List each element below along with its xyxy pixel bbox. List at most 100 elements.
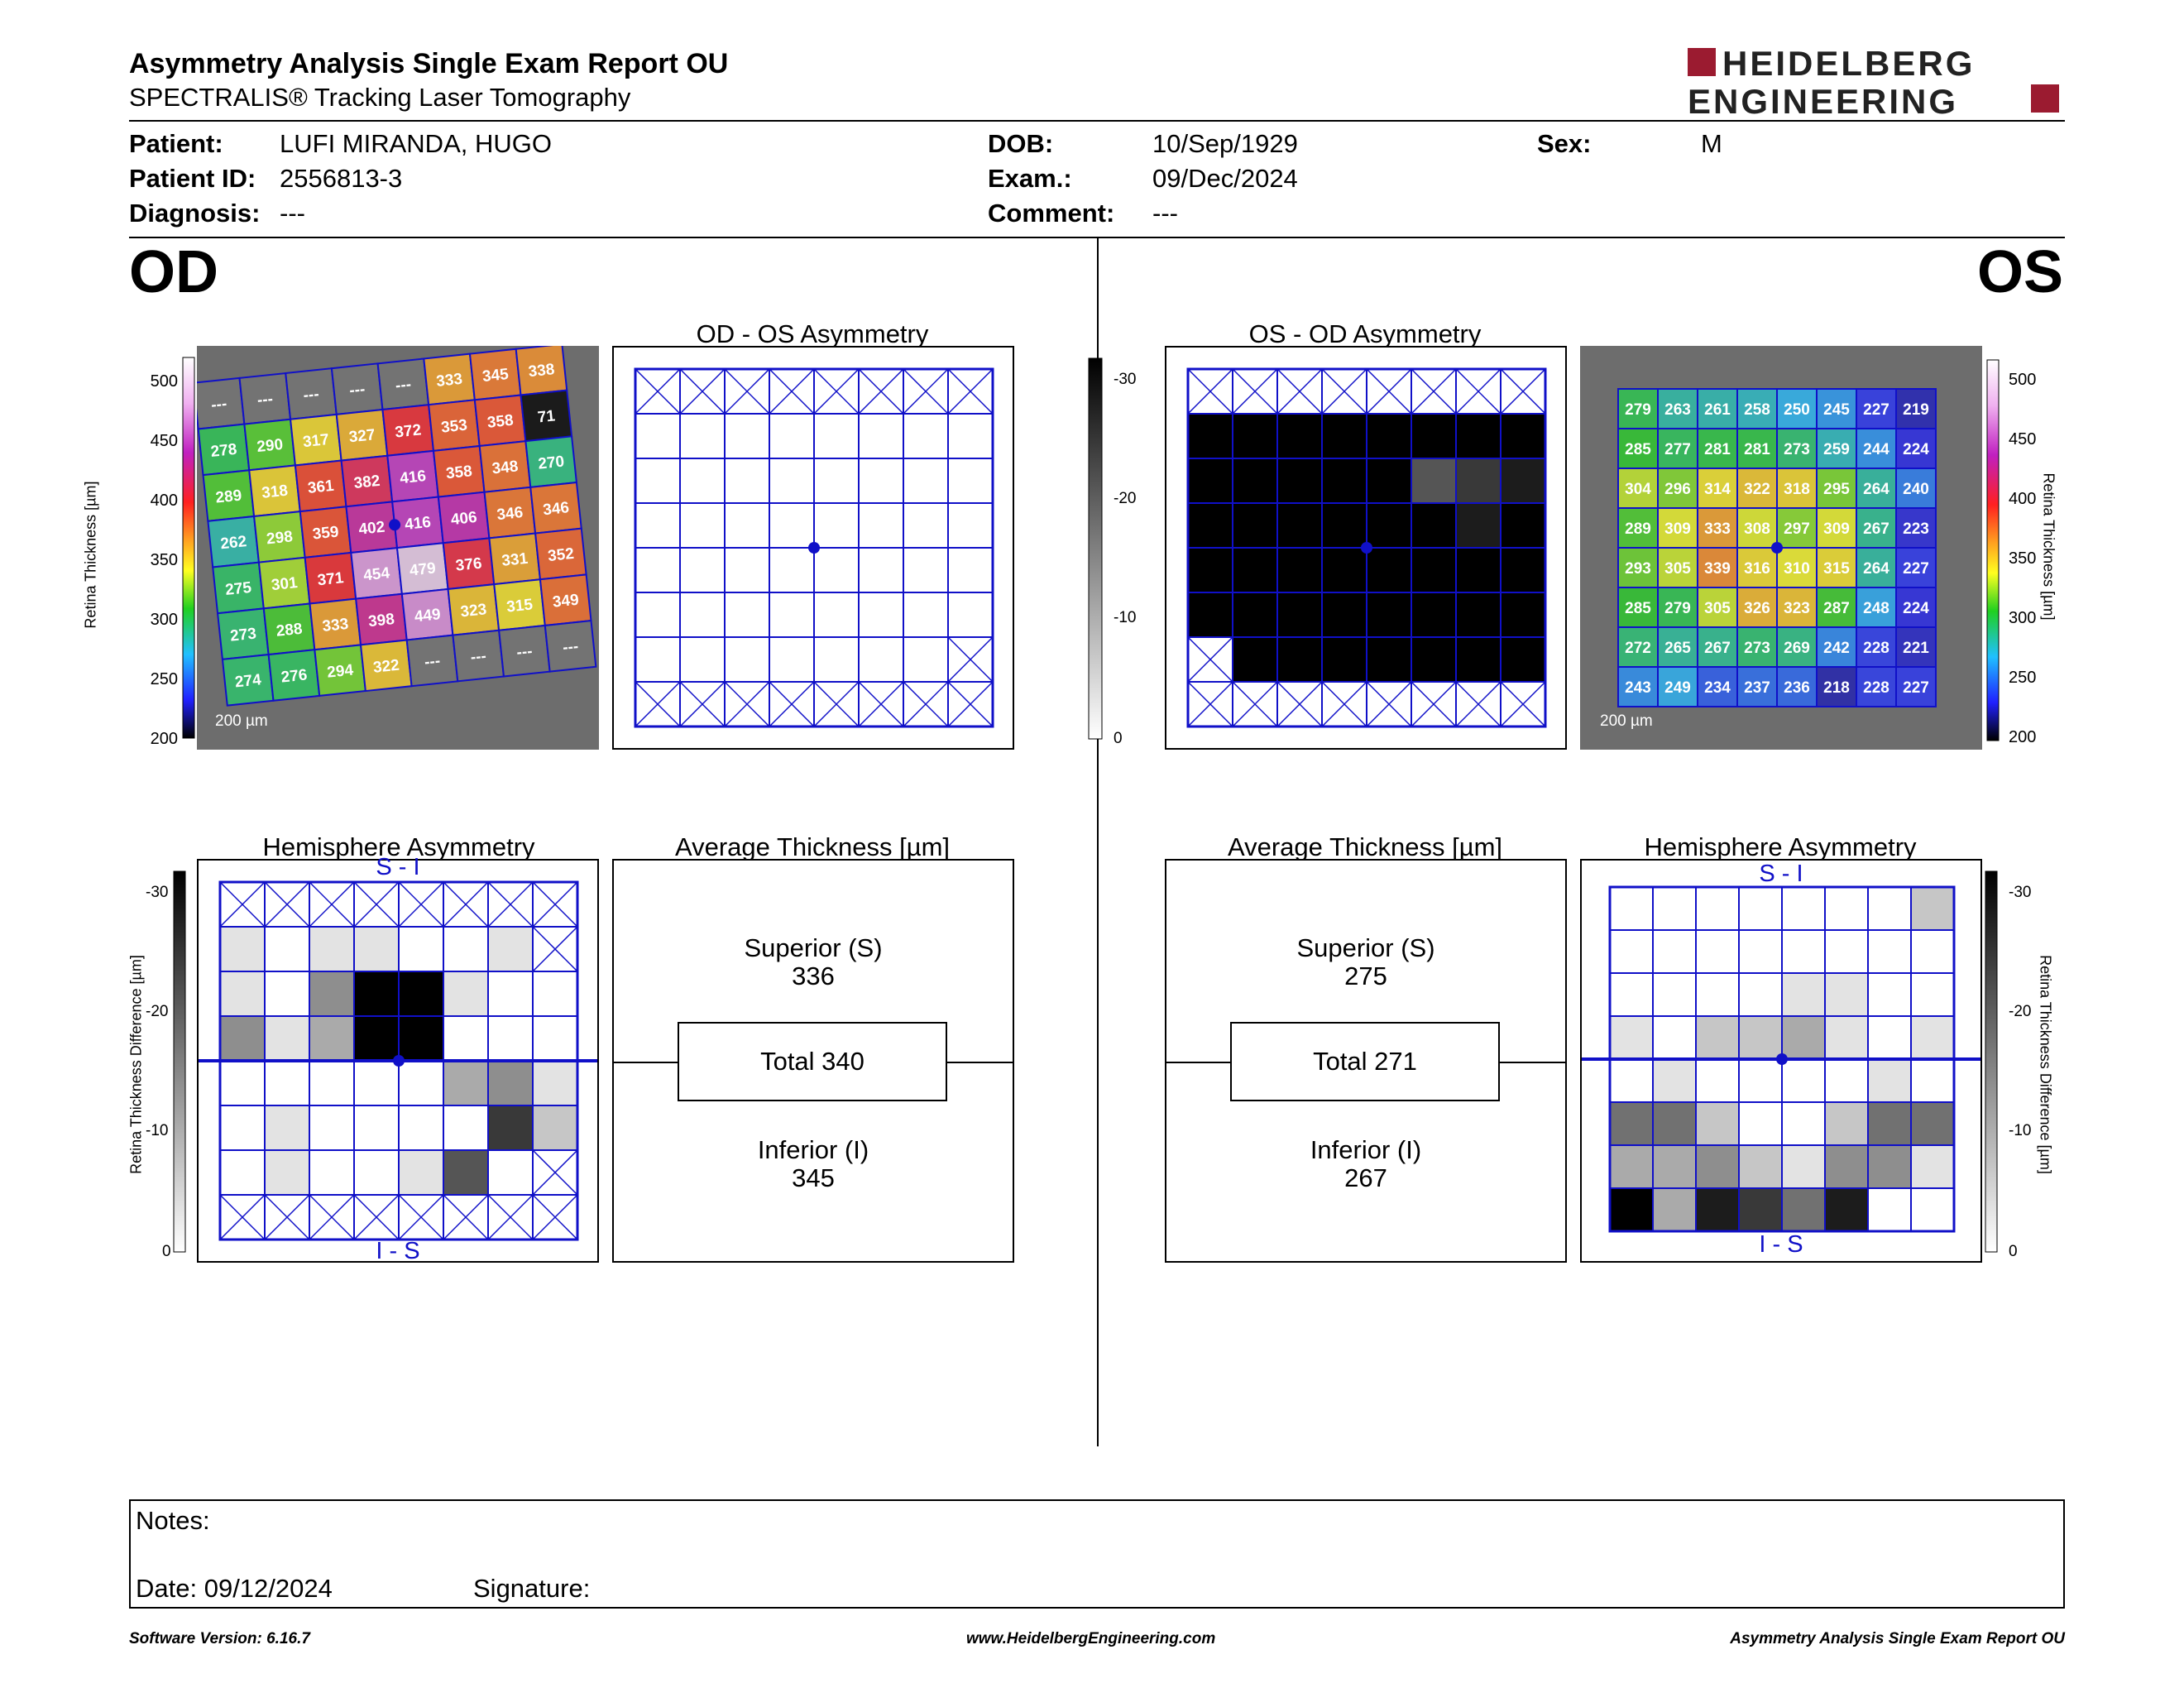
os-asym-cell <box>1321 413 1367 459</box>
date-label: Date: 09/12/2024 <box>136 1574 333 1603</box>
os-asym-cell <box>1366 681 1412 727</box>
os-hemi-fovea-dot <box>1776 1053 1788 1065</box>
od-asym-cell <box>813 681 860 727</box>
od-map-value: --- <box>470 648 487 667</box>
os-asym-cell <box>1500 547 1546 593</box>
od-map-value: 71 <box>537 407 557 426</box>
footer-report-name: Asymmetry Analysis Single Exam Report OU <box>1730 1630 2065 1647</box>
od-map-value: 338 <box>528 361 556 381</box>
od-hemi-cell <box>398 971 444 1017</box>
os-map-value: 237 <box>1744 679 1770 697</box>
od-hemi-cell <box>443 926 489 972</box>
od-hemi-cell <box>219 1105 266 1151</box>
od-map-value: 416 <box>404 514 432 534</box>
center-divider <box>1097 238 1099 1446</box>
os-asym-fovea-dot <box>1361 542 1372 554</box>
od-map-value: 346 <box>496 504 524 524</box>
os-hemi-cell <box>1781 1101 1826 1146</box>
os-map-value: 308 <box>1744 520 1770 538</box>
od-map-value: 358 <box>445 463 473 482</box>
os-map-value: 323 <box>1784 600 1810 617</box>
os-inferior-value: 267 <box>1344 1163 1387 1192</box>
od-map-value: 333 <box>435 371 463 391</box>
od-map-value: 361 <box>307 477 335 497</box>
software-version: Software Version: 6.16.7 <box>129 1630 310 1647</box>
od-asym-cell <box>635 547 681 593</box>
od-asym-cell <box>813 547 860 593</box>
od-hemi-cell <box>219 881 266 928</box>
od-hemi-cell <box>353 1149 400 1196</box>
os-map-cell <box>1617 428 1659 469</box>
os-map-value: 265 <box>1664 640 1691 657</box>
os-hemi-cell <box>1738 1101 1783 1146</box>
os-hemi-cell <box>1824 1058 1869 1103</box>
os-map-value: 287 <box>1823 600 1850 617</box>
od-hemi-cell <box>264 1105 310 1151</box>
os-hemi-cell <box>1695 1144 1740 1189</box>
os-map-value: 236 <box>1784 679 1810 697</box>
os-asym-title: OS - OD Asymmetry <box>1248 319 1482 348</box>
od-map-value: 322 <box>372 657 400 677</box>
os-label: OS <box>1977 239 2064 305</box>
os-map-value: 279 <box>1664 600 1691 617</box>
os-map-value: 250 <box>1784 401 1810 419</box>
od-asym-cell <box>769 413 815 459</box>
od-hemi-cell <box>398 1060 444 1106</box>
os-hemi-cell <box>1738 1144 1783 1189</box>
os-asym-cell <box>1276 681 1323 727</box>
od-asym-cell <box>858 681 904 727</box>
od-map-value: 275 <box>224 579 252 599</box>
sex-label: Sex: <box>1537 129 1592 158</box>
od-hemi-cell <box>219 1015 266 1062</box>
od-hemi-cell <box>309 1194 355 1240</box>
os-asym-cell <box>1410 636 1457 683</box>
os-map-value: 277 <box>1664 441 1691 458</box>
od-hemi-cell <box>309 1060 355 1106</box>
os-hemi-cell <box>1652 929 1697 974</box>
os-hemi-cell <box>1738 1187 1783 1232</box>
od-map-value: 449 <box>414 606 442 626</box>
od-asym-cell <box>858 413 904 459</box>
os-map-cell <box>1895 587 1937 628</box>
os-map-value: 258 <box>1744 401 1770 419</box>
os-asym-cell <box>1321 681 1367 727</box>
website-link[interactable]: www.HeidelbergEngineering.com <box>966 1630 1216 1647</box>
os-asym-cell <box>1366 547 1412 593</box>
os-hemi-cell <box>1910 1058 1955 1103</box>
tick: -30 <box>1114 371 1137 388</box>
os-asym-cell <box>1366 636 1412 683</box>
os-map-cell <box>1697 507 1738 549</box>
notes-box[interactable]: Notes: Date: 09/12/2024 Signature: <box>129 1499 2065 1609</box>
od-asym-cell <box>813 592 860 638</box>
od-asym-cell <box>903 502 949 549</box>
od-asym-cell <box>679 547 726 593</box>
os-hemi-cell <box>1824 1101 1869 1146</box>
os-map-value: 309 <box>1823 520 1850 538</box>
od-hemi-cell <box>353 1105 400 1151</box>
od-asym-cell <box>947 368 994 415</box>
od-asym-cell <box>858 592 904 638</box>
od-hemi-cell <box>532 926 578 972</box>
os-asym-cell <box>1232 502 1278 549</box>
os-asym-cell <box>1366 502 1412 549</box>
os-map-value: 224 <box>1903 600 1929 617</box>
os-asym-cell <box>1187 458 1233 504</box>
tick: 0 <box>1114 730 1123 747</box>
od-asym-cell <box>947 502 994 549</box>
od-hemi-cell <box>309 1149 355 1196</box>
od-asym-cell <box>769 547 815 593</box>
os-hemi-cell <box>1609 1101 1654 1146</box>
os-hemi-cell <box>1910 972 1955 1017</box>
os-asym-cell <box>1276 413 1323 459</box>
os-map-value: 264 <box>1863 481 1889 498</box>
os-avg-title: Average Thickness [µm] <box>1227 832 1503 861</box>
dob-value: 10/Sep/1929 <box>1152 129 1298 158</box>
os-map-cell <box>1697 468 1738 509</box>
od-asym-cell <box>724 547 770 593</box>
os-map-cell <box>1657 428 1698 469</box>
os-map-value: 297 <box>1784 520 1810 538</box>
od-hemi-cell <box>487 881 534 928</box>
tick: 300 <box>2009 609 2037 627</box>
od-asym-cell <box>858 458 904 504</box>
od-asym-cell <box>947 681 994 727</box>
